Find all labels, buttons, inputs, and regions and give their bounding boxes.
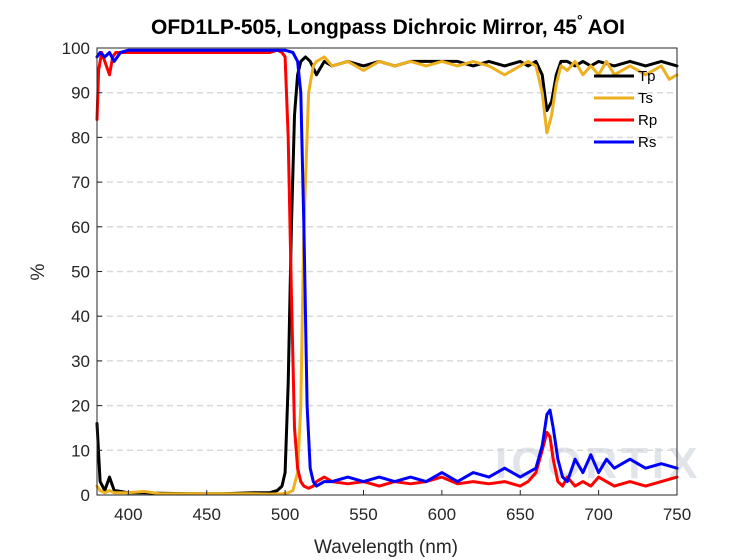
series-line-rp	[95, 48, 679, 490]
y-tick-label: 50	[71, 263, 90, 282]
x-axis-label: Wavelength (nm)	[314, 537, 458, 558]
legend-label-ts: Ts	[638, 90, 653, 107]
legend-label-rs: Rs	[638, 134, 656, 151]
x-tick-label: 550	[349, 505, 377, 524]
legend-label-rp: Rp	[638, 112, 657, 129]
chart-title-main: OFD1LP-505, Longpass Dichroic Mirror, 45	[151, 16, 577, 39]
y-tick-label: 60	[71, 218, 90, 237]
y-tick-label: 100	[62, 39, 90, 58]
y-tick-label: 10	[71, 441, 90, 460]
watermark: ICORTIX	[495, 439, 701, 488]
series-group	[95, 48, 679, 496]
chart-title-suffix: AOI	[583, 16, 625, 39]
chart-title: OFD1LP-505, Longpass Dichroic Mirror, 45…	[151, 12, 625, 39]
y-tick-label: 70	[71, 173, 90, 192]
y-axis-label: %	[28, 263, 49, 280]
series-line-ts	[95, 55, 679, 496]
x-tick-label: 750	[663, 505, 691, 524]
legend: Tp Ts Rp Rs	[594, 68, 657, 151]
x-axis: 400 450 500 550 600 650 700 750	[114, 490, 691, 524]
series-line-tp	[95, 55, 679, 496]
x-tick-label: 500	[271, 505, 299, 524]
series-line-rs	[95, 48, 679, 488]
grid	[97, 91, 677, 452]
y-tick-label: 40	[71, 307, 90, 326]
x-tick-label: 600	[428, 505, 456, 524]
y-tick-label: 30	[71, 352, 90, 371]
x-tick-label: 650	[506, 505, 534, 524]
x-tick-label: 400	[114, 505, 142, 524]
x-tick-label: 450	[193, 505, 221, 524]
legend-label-tp: Tp	[638, 68, 656, 85]
y-tick-label: 20	[71, 397, 90, 416]
chart-title-degree: °	[577, 12, 583, 28]
y-tick-label: 90	[71, 84, 90, 103]
y-tick-label: 0	[81, 486, 90, 505]
y-tick-label: 80	[71, 128, 90, 147]
x-tick-label: 700	[584, 505, 612, 524]
y-axis: 0 10 20 30 40 50 60 70 80 90 100	[62, 39, 102, 505]
